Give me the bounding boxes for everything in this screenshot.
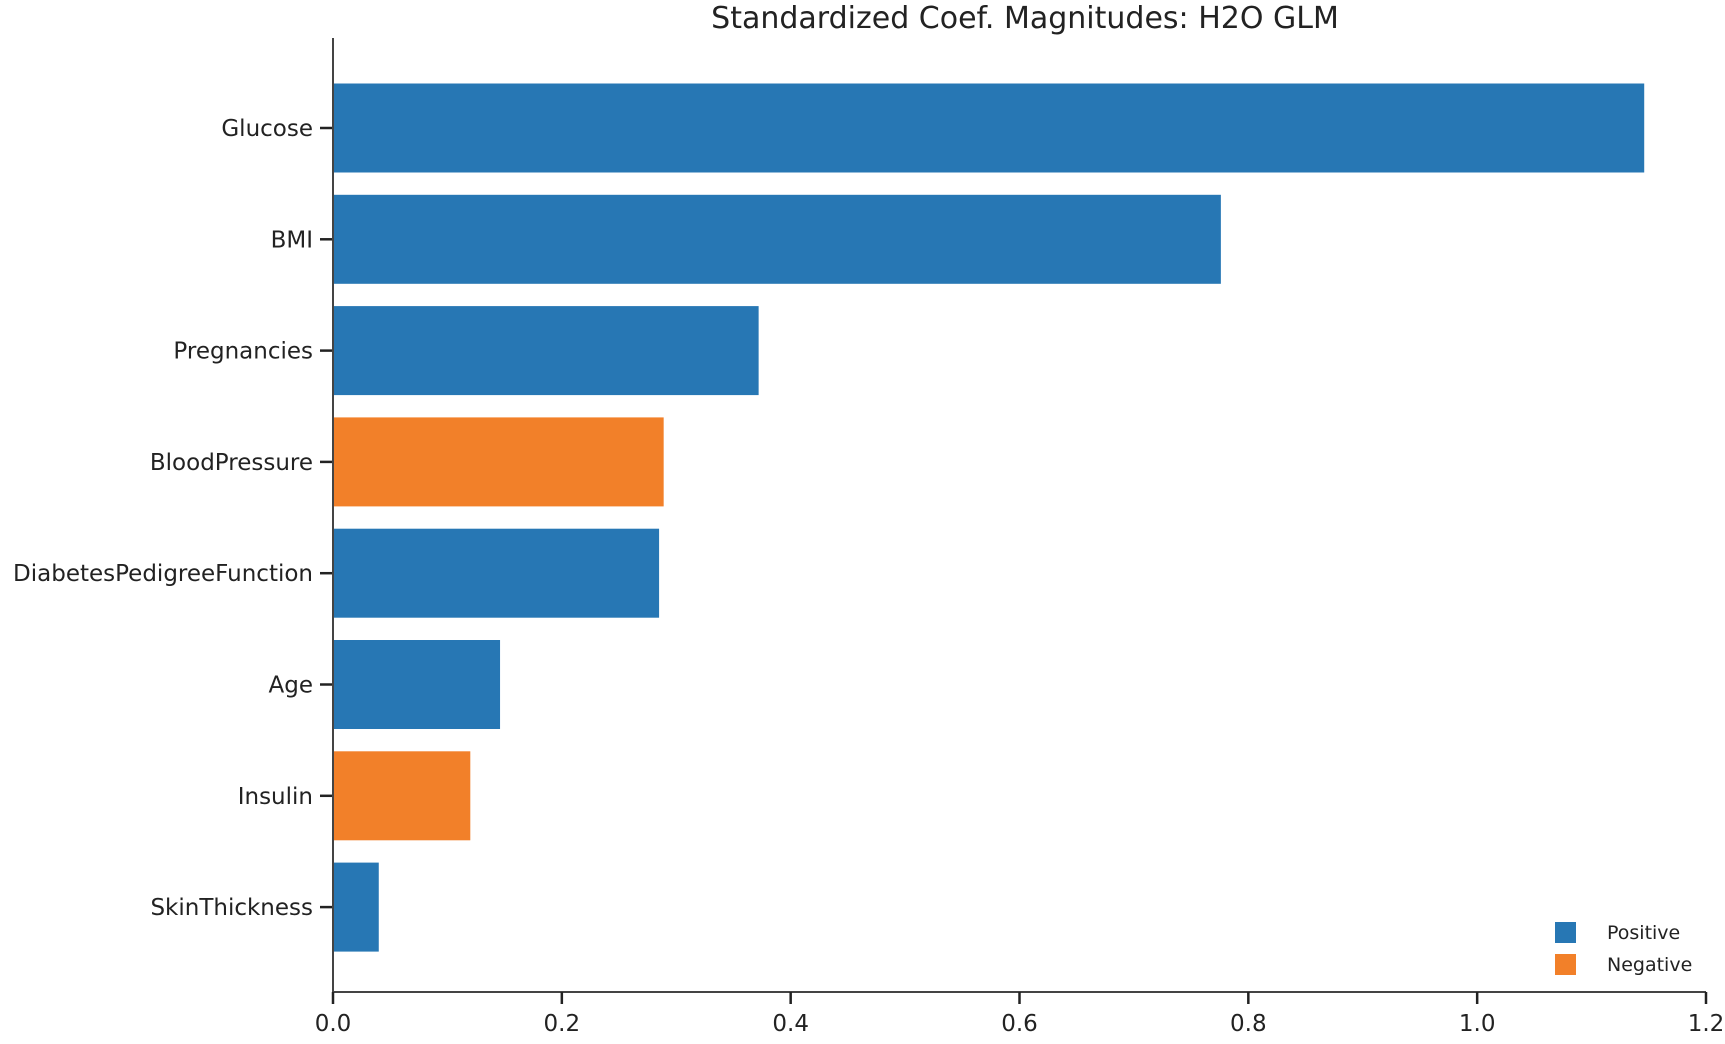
bar-insulin xyxy=(333,751,471,841)
y-tick-label-diabetespedigreefunction: DiabetesPedigreeFunction xyxy=(13,561,313,587)
bar-skinthickness xyxy=(333,862,379,952)
bar-age xyxy=(333,640,501,729)
x-tick-label-2: 0.4 xyxy=(772,1011,809,1037)
bar-pregnancies xyxy=(333,306,759,396)
y-tick-label-bloodpressure: BloodPressure xyxy=(150,450,313,476)
legend-swatch-positive xyxy=(1555,922,1576,943)
bar-bmi xyxy=(333,194,1221,284)
legend-label-negative: Negative xyxy=(1607,954,1692,976)
y-tick-label-insulin: Insulin xyxy=(238,784,313,810)
x-tick-label-6: 1.2 xyxy=(1688,1011,1725,1037)
y-tick-label-pregnancies: Pregnancies xyxy=(173,339,313,365)
x-tick-label-5: 1.0 xyxy=(1459,1011,1496,1037)
bar-glucose xyxy=(333,83,1645,173)
bars-layer xyxy=(333,83,1645,952)
bar-bloodpressure xyxy=(333,417,664,507)
bar-diabetespedigreefunction xyxy=(333,528,660,618)
y-tick-label-skinthickness: SkinThickness xyxy=(150,895,313,921)
y-tick-label-bmi: BMI xyxy=(271,227,313,253)
x-tick-label-4: 0.8 xyxy=(1230,1011,1267,1037)
legend-swatch-negative xyxy=(1555,954,1576,975)
legend: Positive Negative xyxy=(1555,922,1692,976)
x-axis: 0.0 0.2 0.4 0.6 0.8 1.0 1.2 xyxy=(315,991,1725,1037)
y-axis: Glucose BMI Pregnancies BloodPressure Diabet… xyxy=(13,38,334,992)
y-tick-label-glucose: Glucose xyxy=(221,116,313,142)
x-tick-label-0: 0.0 xyxy=(315,1011,352,1037)
x-tick-label-1: 0.2 xyxy=(544,1011,581,1037)
legend-label-positive: Positive xyxy=(1607,922,1680,944)
y-tick-label-age: Age xyxy=(269,673,313,699)
x-tick-label-3: 0.6 xyxy=(1001,1011,1038,1037)
chart-title: Standardized Coef. Magnitudes: H2O GLM xyxy=(711,1,1339,36)
